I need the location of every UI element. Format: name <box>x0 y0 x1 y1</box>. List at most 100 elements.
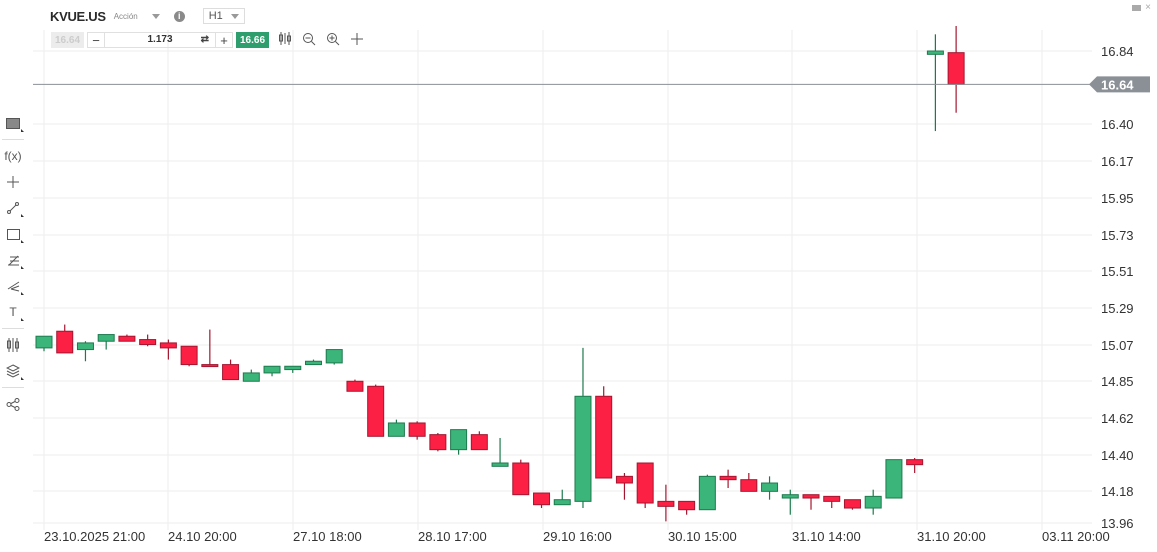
candle <box>595 395 613 479</box>
minimize-icon[interactable] <box>1132 4 1142 11</box>
y-axis-label: 15.73 <box>1101 228 1134 243</box>
layers-icon[interactable] <box>0 358 26 384</box>
candle <box>947 52 965 85</box>
candle <box>740 479 758 492</box>
candle <box>242 372 260 382</box>
y-axis-label: 13.96 <box>1101 516 1134 531</box>
x-axis-label: 31.10 20:00 <box>917 529 986 544</box>
candle <box>304 360 322 366</box>
candle <box>387 422 405 437</box>
quantity-input[interactable]: 1.173 ⇄ <box>104 33 216 47</box>
zoom-out-icon[interactable] <box>301 32 317 49</box>
candle <box>201 364 219 368</box>
x-axis-label: 30.10 15:00 <box>668 529 737 544</box>
crosshair-icon[interactable] <box>0 169 26 195</box>
symbol-dropdown-icon[interactable] <box>151 13 160 19</box>
candle <box>615 475 633 484</box>
candle <box>263 365 281 374</box>
chevron-down-icon <box>230 13 239 19</box>
chart-type-icon[interactable] <box>0 332 26 358</box>
candle <box>864 495 882 509</box>
y-axis-label: 16.84 <box>1101 44 1134 59</box>
move-icon[interactable] <box>349 32 365 49</box>
drawing-sidebar: f(x) T <box>0 110 26 417</box>
candle <box>678 500 696 511</box>
timeframe-value: H1 <box>208 10 223 22</box>
candle <box>118 335 136 342</box>
rectangle-icon[interactable] <box>0 221 26 247</box>
candle <box>512 462 530 496</box>
candle <box>346 380 364 392</box>
candle <box>823 495 841 502</box>
sell-button[interactable]: 16.64 <box>51 32 84 48</box>
current-price-label: 16.64 <box>1101 77 1134 92</box>
y-axis-label: 14.85 <box>1101 374 1134 389</box>
zoom-in-icon[interactable] <box>325 32 341 49</box>
instrument-header: KVUE.US Acción i H1 <box>50 6 245 26</box>
candles-icon[interactable] <box>277 31 293 49</box>
y-axis-label: 14.62 <box>1101 411 1134 426</box>
buy-button[interactable]: 16.66 <box>236 32 269 48</box>
candle <box>698 475 716 511</box>
candle <box>761 482 779 492</box>
candle <box>906 459 924 466</box>
candle <box>56 330 74 354</box>
candle <box>926 50 944 55</box>
candle <box>408 422 426 437</box>
candle <box>35 335 53 349</box>
current-price-tag <box>1089 76 1150 93</box>
increase-button[interactable]: + <box>220 32 228 48</box>
quantity-stepper[interactable]: − 1.173 ⇄ + <box>87 32 233 48</box>
trade-panel: 16.64 − 1.173 ⇄ + 16.66 <box>51 31 365 49</box>
candle <box>533 492 551 506</box>
y-axis-label: 14.18 <box>1101 484 1134 499</box>
candle <box>885 459 903 499</box>
info-icon[interactable]: i <box>173 10 185 22</box>
pitchfork-icon[interactable] <box>0 273 26 299</box>
chart-toolbar <box>277 31 365 49</box>
candle <box>139 339 157 346</box>
candle <box>574 395 592 502</box>
fibonacci-icon[interactable] <box>0 247 26 273</box>
y-axis-label: 16.17 <box>1101 154 1134 169</box>
y-axis-label: 15.51 <box>1101 264 1134 279</box>
x-axis-label: 31.10 14:00 <box>792 529 861 544</box>
candle <box>284 365 302 371</box>
x-axis-label: 27.10 18:00 <box>293 529 362 544</box>
candle <box>802 494 820 499</box>
candle <box>325 349 343 364</box>
candle <box>97 334 115 342</box>
candle <box>367 385 385 437</box>
swap-icon[interactable]: ⇄ <box>200 34 209 45</box>
screen-icon[interactable] <box>0 110 26 136</box>
candle <box>429 434 447 451</box>
x-axis-label: 23.10.2025 21:00 <box>44 529 145 544</box>
candle <box>450 429 468 451</box>
x-axis-label: 28.10 17:00 <box>418 529 487 544</box>
candle <box>719 475 737 481</box>
window-controls: × <box>1132 2 1151 13</box>
y-axis-label: 16.40 <box>1101 117 1134 132</box>
trendline-icon[interactable] <box>0 195 26 221</box>
candle <box>657 500 675 507</box>
y-axis-label: 15.29 <box>1101 301 1134 316</box>
candle <box>180 345 198 366</box>
candle <box>843 499 861 509</box>
candle <box>470 434 488 451</box>
candle <box>491 462 509 467</box>
y-axis-label: 15.07 <box>1101 338 1134 353</box>
candle <box>781 494 799 499</box>
fx-icon[interactable]: f(x) <box>4 149 22 163</box>
timeframe-select[interactable]: H1 <box>202 8 245 24</box>
x-axis-label: 24.10 20:00 <box>168 529 237 544</box>
candle <box>553 499 571 506</box>
candle <box>76 342 94 351</box>
decrease-button[interactable]: − <box>92 32 100 48</box>
symbol-label: KVUE.US <box>50 8 106 24</box>
text-icon[interactable]: T <box>0 299 26 325</box>
close-icon[interactable]: × <box>1145 2 1151 13</box>
candle <box>159 342 177 349</box>
candle <box>222 364 240 381</box>
share-icon[interactable] <box>0 391 26 417</box>
